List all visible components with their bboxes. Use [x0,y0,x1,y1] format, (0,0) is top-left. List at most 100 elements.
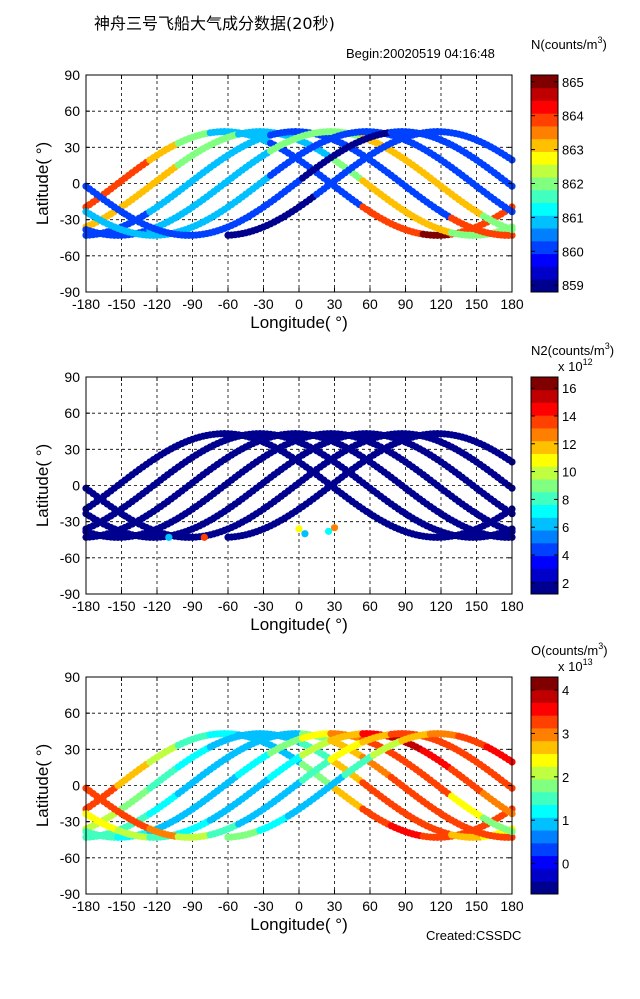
panel-n-density: -180 -150 -120 -90 -60 -30 0 30 60 90 120 150 180-90… [33,35,607,332]
colorbar-tick-label: 859 [562,278,584,293]
colorbar-tick-label: 10 [562,465,576,480]
y-tick-label: 60 [64,405,80,421]
colorbar-swatch [531,491,558,506]
colorbar-swatch [531,138,558,152]
colorbar-multiplier-exp: 13 [583,657,593,667]
colorbar-multiplier-exp: 12 [583,357,593,367]
colorbar-swatch [531,402,558,416]
colorbar-label-sup: 3 [605,341,610,351]
x-tick-label: -60 [218,898,238,914]
panel-n2-density: -180 -150 -120 -90 -60 -30 0 30 60 90 120 150 180-90… [33,341,614,634]
colorbar-swatch [531,479,558,493]
data-point-spike [324,527,333,535]
x-tick-label: -90 [182,898,202,914]
orbit-track-4 [82,128,516,239]
data-point-spike [295,525,303,533]
created-footer: Created:CSSDC [426,928,521,943]
colorbar-swatch [531,791,558,806]
colorbar-swatch [531,151,558,165]
x-tick-label: 150 [465,898,489,914]
colorbar-swatch [531,377,558,391]
x-tick-label: -90 [182,598,202,614]
colorbar-frame [530,376,559,595]
colorbar-swatch [531,855,558,869]
colorbar-tick-label: 3 [562,726,569,741]
orbit-track-2 [82,430,516,541]
x-tick-label: -180 [72,898,100,914]
colorbar-frame [530,676,559,895]
colorbar-tick-label: 16 [562,381,576,396]
x-tick-label: -150 [107,598,135,614]
data-point-spike [165,533,173,541]
x-tick-label: 30 [327,598,343,614]
colorbar-multiplier: x 1012 [558,357,593,374]
x-tick-label: 150 [465,598,489,614]
colorbar-label-text: N2(counts/m [531,343,605,358]
x-tick-label: 0 [295,296,303,312]
x-tick-label: -150 [107,296,135,312]
colorbar-tick-label: 1 [562,813,569,828]
data-point-spike [200,533,208,541]
colorbar-swatch [531,766,558,780]
colorbar-swatch [531,87,558,101]
data-point-spike [301,530,309,538]
x-axis-label: Longitude( °) [250,915,348,934]
colorbar-swatch [531,215,558,229]
colorbar-swatch [531,728,558,742]
colorbar-tick-label: 865 [562,75,584,90]
x-tick-label: -180 [72,296,100,312]
colorbar-tick-label: 2 [562,576,569,591]
colorbar-swatch [531,817,558,831]
x-tick-label: -30 [253,296,273,312]
y-tick-label: 0 [72,176,80,192]
colorbar-swatch [531,504,558,518]
colorbar-swatch [531,581,558,595]
y-tick-label: 90 [64,369,80,385]
colorbar-swatch [531,530,558,544]
x-axis-label: Longitude( °) [250,313,348,332]
y-tick-label: -90 [60,886,80,902]
y-tick-label: 60 [64,103,80,119]
y-axis-label: Latitude( °) [33,744,52,827]
colorbar-swatch [531,266,558,280]
colorbar-swatch [531,542,558,557]
colorbar-swatch [531,517,558,531]
colorbar-swatch [531,240,558,255]
x-tick-label: 120 [429,898,453,914]
orbit-track-1 [82,430,516,541]
x-tick-label: 90 [398,598,414,614]
y-tick-label: 90 [64,67,80,83]
y-tick-label: -60 [60,850,80,866]
colorbar: 859 860 861 862 863 864 865 N(counts/m3) [530,35,607,293]
colorbar-tick-label: 861 [562,210,584,225]
colorbar-tick-label: 4 [562,548,569,563]
colorbar-swatch [531,253,558,267]
y-tick-label: -90 [60,284,80,300]
colorbar-label: N2(counts/m3) [531,341,614,358]
colorbar-tick-label: 0 [562,857,569,872]
x-tick-label: 120 [429,598,453,614]
colorbar-label-close: ) [610,343,614,358]
colorbar-label: N(counts/m3) [531,35,607,52]
y-tick-label: -60 [60,248,80,264]
colorbar-multiplier: x 1013 [558,657,593,674]
colorbar-swatch [531,415,558,429]
x-tick-label: 30 [327,898,343,914]
orbit-track-5 [82,430,516,541]
x-tick-label: 120 [429,296,453,312]
y-tick-label: 0 [72,778,80,794]
colorbar-swatch [531,779,558,793]
x-tick-label: -180 [72,598,100,614]
colorbar-swatch [531,466,558,480]
x-tick-label: 180 [500,296,524,312]
colorbar-tick-label: 8 [562,492,569,507]
colorbar-swatch [531,702,558,716]
panel-o-density: -180 -150 -120 -90 -60 -30 0 30 60 90 120 150 180-90… [33,641,608,934]
orbit-track-6 [224,730,516,841]
x-tick-label: -120 [143,296,171,312]
colorbar-swatch [531,677,558,691]
colorbar-swatch [531,100,558,114]
colorbar-label-text: N(counts/m [531,37,597,52]
colorbar-tick-label: 6 [562,520,569,535]
